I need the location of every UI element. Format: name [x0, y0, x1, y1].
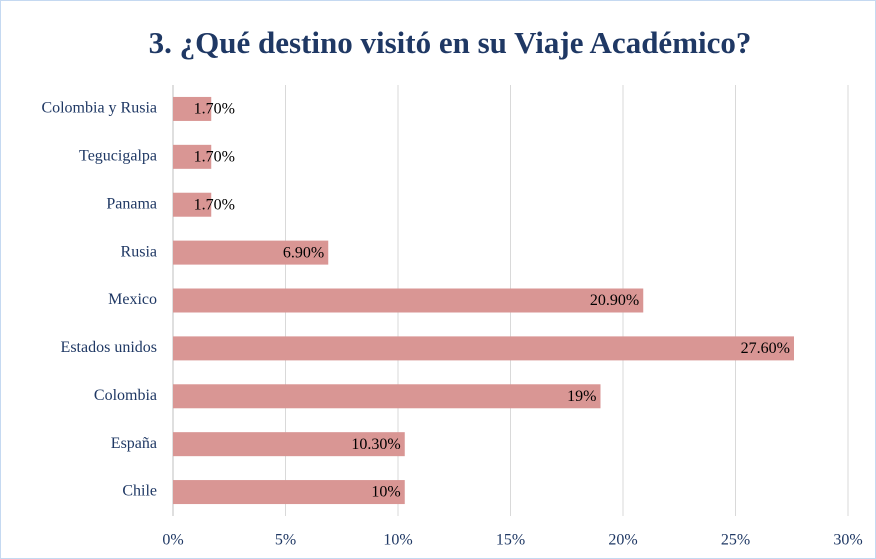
- y-tick-label: Colombia y Rusia: [41, 100, 157, 117]
- y-tick-label: Chile: [122, 483, 157, 500]
- y-tick-label: España: [111, 435, 157, 452]
- x-tick-label: 15%: [496, 532, 525, 549]
- chart-title: 3. ¿Qué destino visitó en su Viaje Acadé…: [149, 25, 752, 60]
- data-label: 20.90%: [590, 292, 639, 309]
- y-tick-label: Rusia: [121, 243, 157, 260]
- bar: [173, 480, 405, 505]
- data-label: 19%: [567, 388, 596, 405]
- x-tick-label: 20%: [608, 532, 637, 549]
- x-tick-label: 0%: [162, 532, 183, 549]
- data-label: 1.70%: [194, 149, 235, 166]
- x-tick-label: 10%: [383, 532, 412, 549]
- data-label: 27.60%: [741, 340, 790, 357]
- y-tick-label: Panama: [106, 195, 157, 212]
- bar: [173, 384, 601, 409]
- bar: [173, 288, 644, 313]
- data-label: 10%: [371, 484, 400, 501]
- data-label: 6.90%: [283, 244, 324, 261]
- bar: [173, 192, 212, 217]
- data-label: 10.30%: [351, 436, 400, 453]
- bar: [173, 336, 794, 361]
- x-tick-label: 30%: [833, 532, 862, 549]
- bar: [173, 96, 212, 121]
- bar: [173, 240, 329, 265]
- x-tick-label: 25%: [721, 532, 750, 549]
- data-label: 1.70%: [194, 101, 235, 118]
- bar: [173, 144, 212, 169]
- bar: [173, 432, 405, 457]
- x-tick-label: 5%: [275, 532, 296, 549]
- y-tick-label: Colombia: [94, 387, 157, 404]
- y-tick-label: Tegucigalpa: [79, 148, 157, 165]
- y-tick-label: Estados unidos: [61, 339, 157, 356]
- data-label: 1.70%: [194, 196, 235, 213]
- y-tick-label: Mexico: [108, 291, 157, 308]
